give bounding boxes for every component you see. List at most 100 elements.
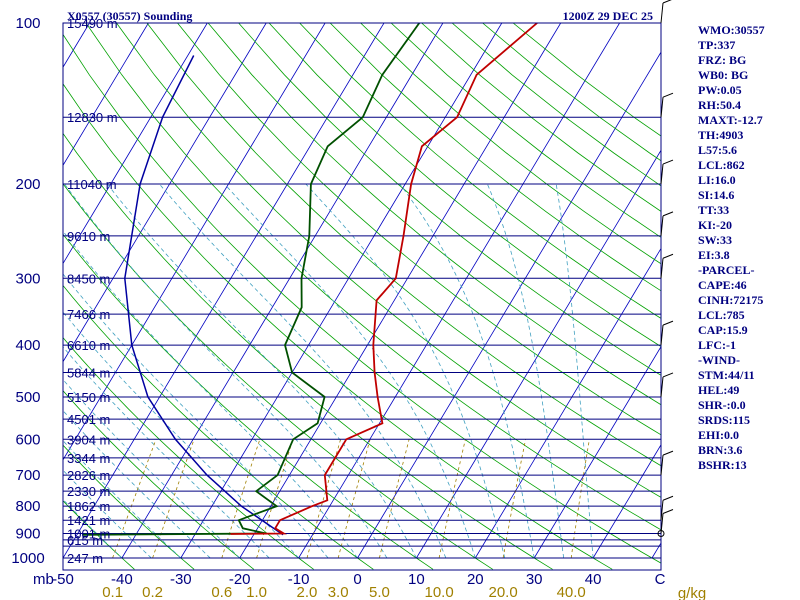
height-label: 1421 m <box>67 513 110 528</box>
temperature-tick-label: -30 <box>170 571 192 588</box>
mixing-ratio-tick-label: 0.6 <box>211 584 232 600</box>
height-label: 9610 m <box>67 229 110 244</box>
sounding-profiles <box>82 23 538 536</box>
isotherm-line <box>63 23 208 265</box>
wind-barb-flag <box>662 211 674 217</box>
dry-adiabat <box>207 23 661 406</box>
dry-adiabat <box>63 233 434 570</box>
temperature-line <box>230 23 538 535</box>
stability-index: TP:337 <box>698 38 736 52</box>
stability-indices-panel: WMO:30557 TP:337 FRZ: BG WB0: BG PW:0.05 RH:5… <box>698 23 800 473</box>
parcel-path-line <box>124 55 284 536</box>
mixing-ratio-tick-label: 10.0 <box>424 584 453 600</box>
wind-barb <box>660 258 664 279</box>
pressure-tick-label: 100 <box>15 15 40 32</box>
wind-barb-flag <box>662 159 674 165</box>
pressure-tick-label: 900 <box>15 526 40 543</box>
pressure-tick-label: 400 <box>15 337 40 354</box>
pressure-tick-label: 200 <box>15 176 40 193</box>
wind-barb <box>660 97 664 118</box>
temperature-unit-label: C <box>655 571 666 588</box>
height-label: 2330 m <box>67 484 110 499</box>
isotherm-line <box>474 247 661 559</box>
wind-barb-flag <box>662 450 674 456</box>
stability-index: L57:5.6 <box>698 143 737 157</box>
temperature-tick-label: 0 <box>353 571 361 588</box>
isotherm-line <box>63 23 326 461</box>
dry-adiabat <box>329 23 661 292</box>
wind-barb-flag <box>662 92 674 98</box>
surface-wind-marker <box>657 530 665 538</box>
station-title: X0557 (30557) Sounding <box>67 9 192 23</box>
wind-barb-flag <box>662 253 674 259</box>
stability-index: TT:33 <box>698 203 730 217</box>
temperature-tick-label: -10 <box>288 571 310 588</box>
temperature-tick-label: 20 <box>467 571 484 588</box>
mixing-ratio-tick-label: 20.0 <box>489 584 518 600</box>
wind-barb-flag <box>662 0 672 4</box>
stability-index: BSHR:13 <box>698 458 747 472</box>
dry-adiabat <box>63 33 661 564</box>
mixing-ratio-unit-label: g/kg <box>678 585 706 600</box>
height-label: 5844 m <box>67 365 110 380</box>
plot-background <box>63 23 661 570</box>
dry-adiabat <box>63 390 255 570</box>
height-label: 5150 m <box>67 390 110 405</box>
stability-index: CAPE:46 <box>698 278 747 292</box>
mixing-ratio-line <box>379 439 410 559</box>
wind-barb <box>660 164 664 185</box>
pressure-tick-label: 1000 <box>11 550 44 567</box>
mixing-ratio-tick-label: 0.2 <box>142 584 163 600</box>
isotherm-line <box>121 23 444 559</box>
wind-barb-flag <box>662 320 674 326</box>
mixing-ratio-tick-label: 2.0 <box>297 584 318 600</box>
dry-adiabat <box>116 23 661 498</box>
temperature-tick-label: -50 <box>52 571 74 588</box>
wind-barb-flag <box>662 509 674 514</box>
dry-adiabat <box>268 23 661 347</box>
height-label: 3904 m <box>67 432 110 447</box>
height-label: 15490 m <box>67 16 118 31</box>
mixing-ratio-tick-label: 5.0 <box>369 584 390 600</box>
dewpoint-line <box>82 23 421 536</box>
stability-index: SI:14.6 <box>698 188 735 202</box>
temperature-tick-label: 30 <box>526 571 543 588</box>
stability-index: SW:33 <box>698 233 733 247</box>
dry-adiabat <box>63 337 314 570</box>
isotherm-line <box>416 149 661 559</box>
isotherm-line <box>357 51 661 559</box>
pressure-tick-label: 700 <box>15 467 40 484</box>
mixing-ratio-tick-label: 1.0 <box>246 584 267 600</box>
stability-index: LCL:785 <box>698 308 745 322</box>
dry-adiabat <box>360 23 661 265</box>
height-label: 8450 m <box>67 271 110 286</box>
stability-index: RH:50.4 <box>698 98 741 112</box>
stability-index: HEL:49 <box>698 383 740 397</box>
isotherm-line <box>63 23 385 559</box>
height-label: 11040 m <box>67 177 117 192</box>
stability-index: LCL:862 <box>698 158 745 172</box>
mixing-ratio-line <box>337 439 371 559</box>
stability-index: MAXT:-12.7 <box>698 113 763 127</box>
mixing-ratio-line <box>438 439 466 559</box>
stability-index: STM:44/11 <box>698 368 755 382</box>
temperature-tick-label: 10 <box>408 571 425 588</box>
dry-adiabat <box>177 23 661 436</box>
dry-adiabat <box>63 500 135 570</box>
mixing-ratio-tick-label: 0.1 <box>102 584 123 600</box>
height-label: 2826 m <box>67 468 110 483</box>
dry-adiabat <box>63 284 374 570</box>
sounding-time: 1200Z 29 DEC 25 <box>563 9 653 23</box>
dry-adiabat <box>63 444 195 570</box>
height-label: 1862 m <box>67 499 110 514</box>
stability-index: EHI:0.0 <box>698 428 740 442</box>
wind-barb-flag <box>662 372 674 378</box>
height-label: 1001 m <box>67 527 110 542</box>
temperature-tick-label: 40 <box>585 571 602 588</box>
isotherm-line <box>180 23 503 559</box>
mixing-ratio-tick-label: 3.0 <box>328 584 349 600</box>
stability-index: KI:-20 <box>698 218 732 232</box>
isotherm-line <box>298 23 620 559</box>
wind-barb <box>660 500 664 521</box>
